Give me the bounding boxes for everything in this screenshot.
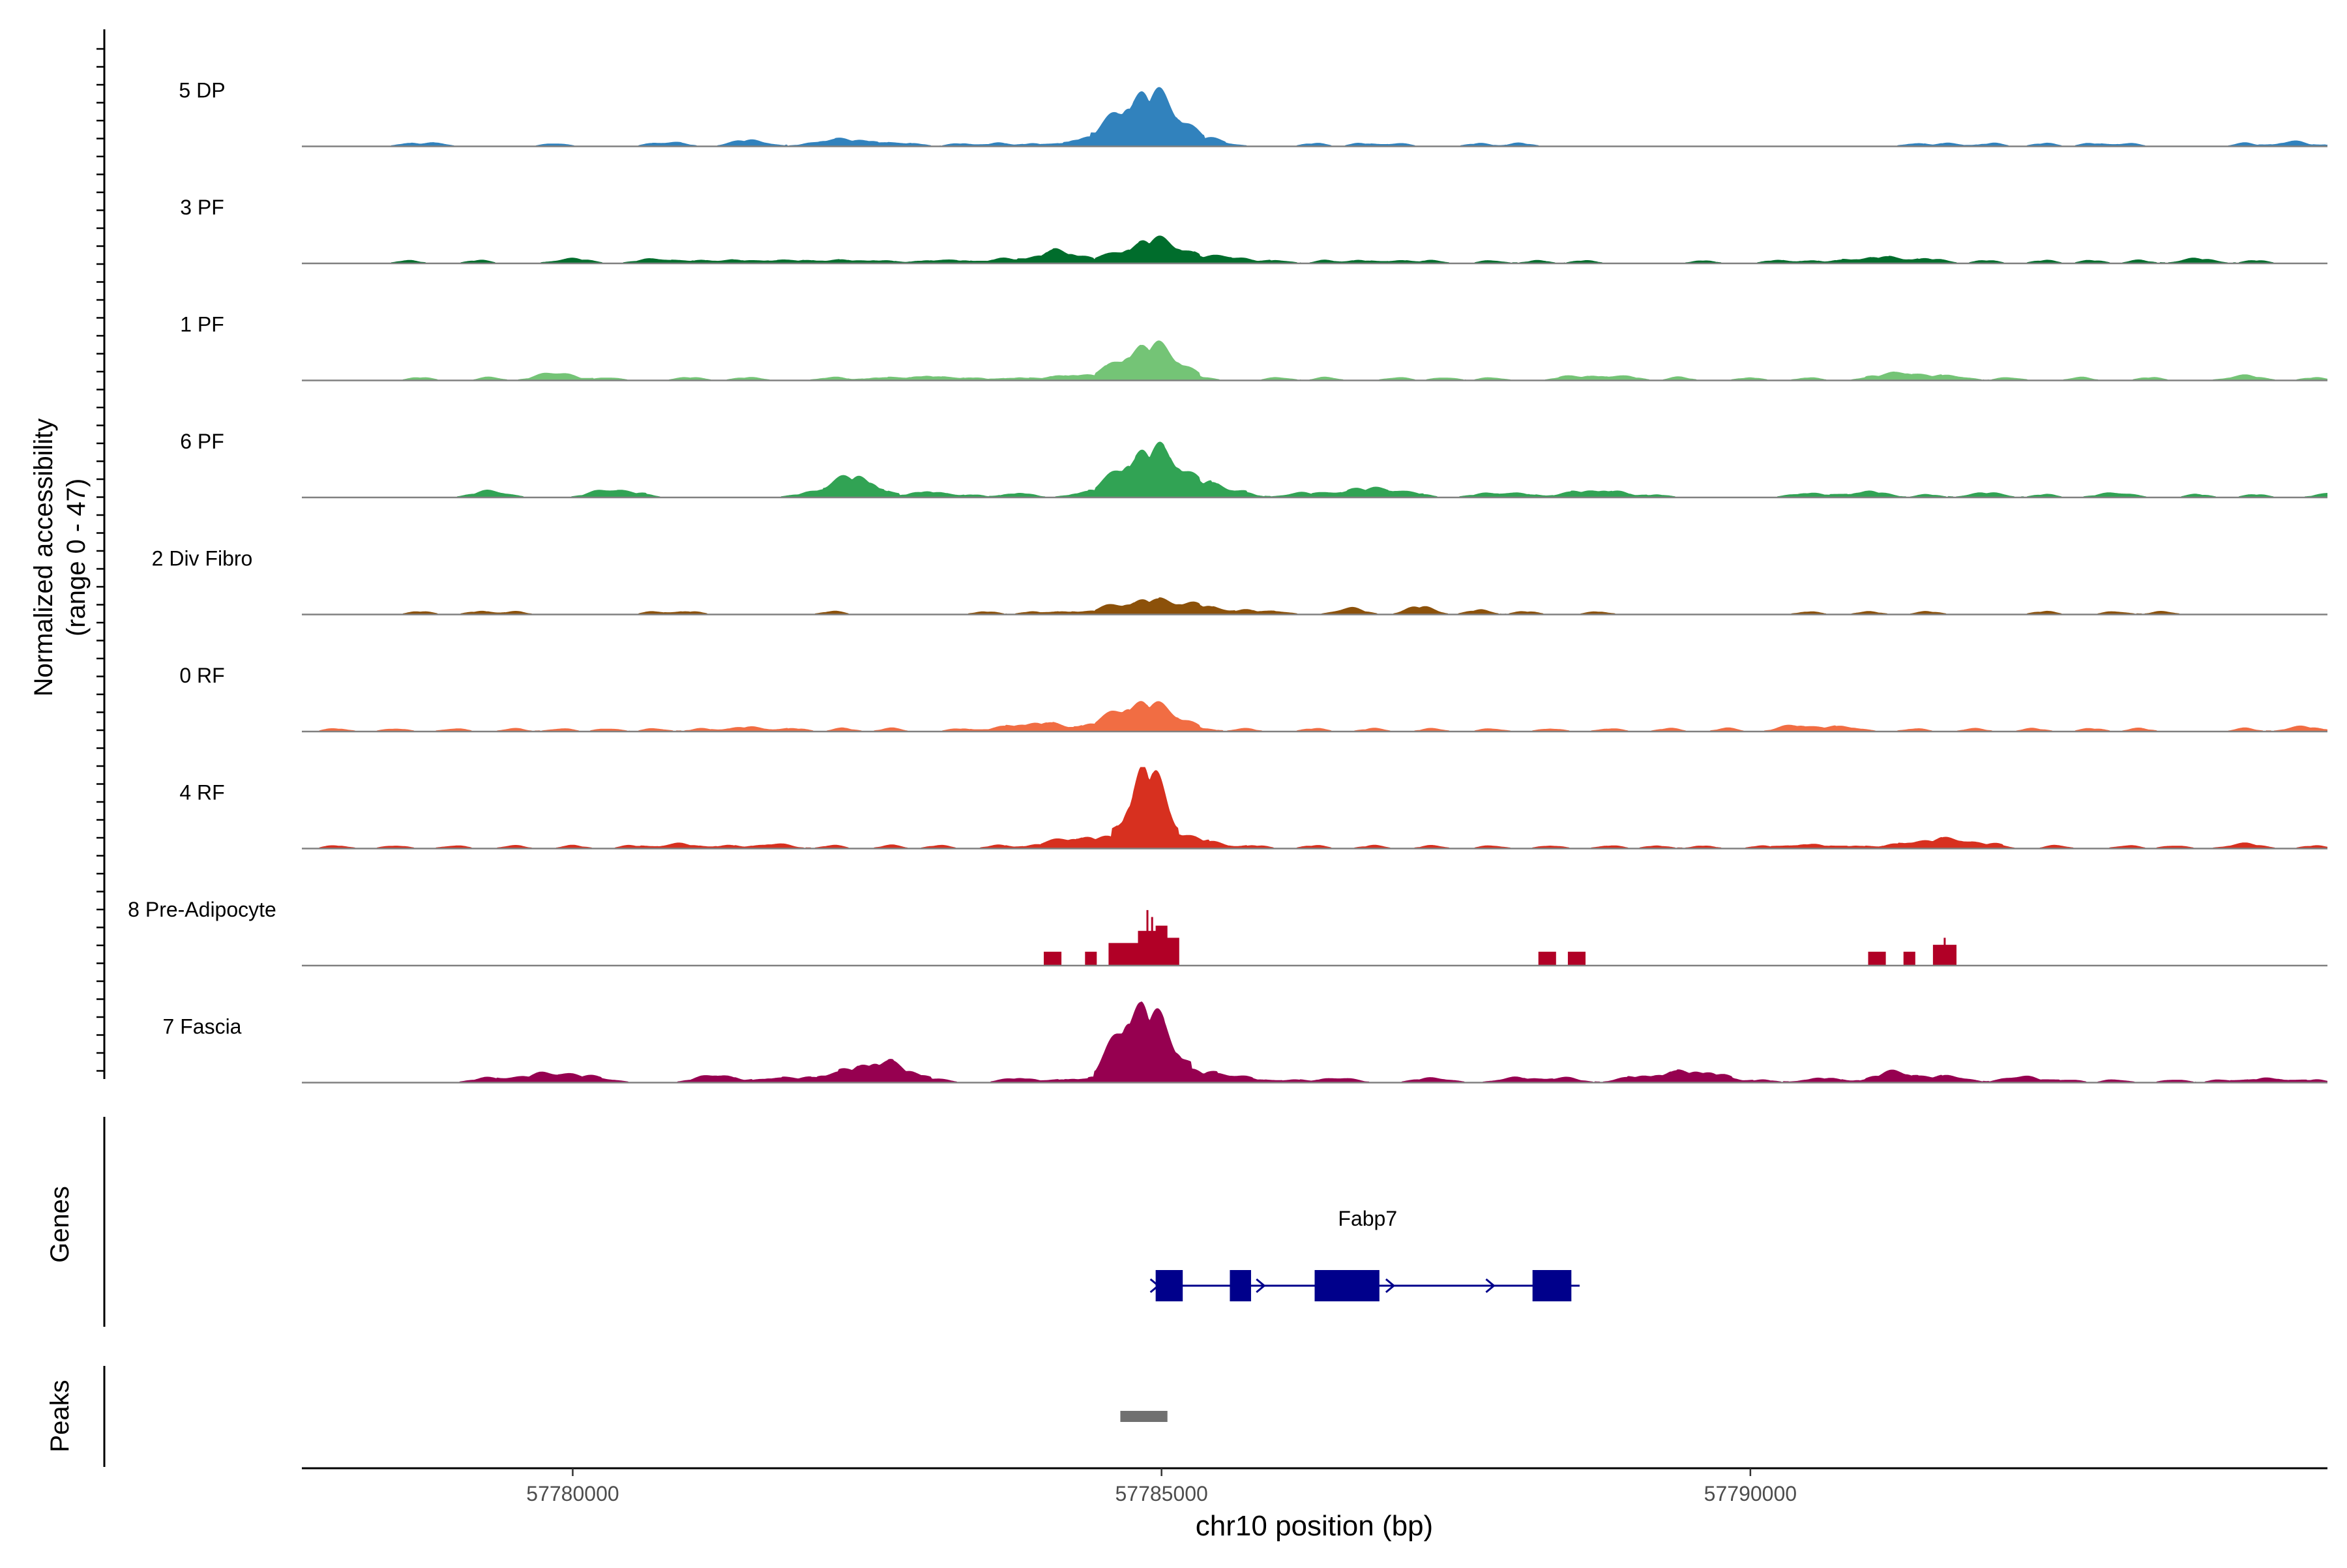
track-label: 7 Fascia bbox=[163, 1015, 242, 1039]
gene-label: Fabp7 bbox=[1338, 1207, 1397, 1230]
peak-regions bbox=[1120, 1411, 1168, 1422]
track-label: 2 Div Fibro bbox=[152, 547, 253, 570]
track-1-pf: 1 PF bbox=[180, 313, 2327, 381]
gene-model-fabp7: Fabp7 bbox=[1149, 1207, 1580, 1301]
track-2-div-fibro: 2 Div Fibro bbox=[152, 547, 2327, 615]
gene-exon bbox=[1314, 1270, 1380, 1301]
peak-region bbox=[1120, 1411, 1168, 1422]
coverage-tracks: 5 DP 3 PF 1 PF 6 PF 2 Div Fibro 0 RF 4 RF 8 Pre… bbox=[128, 79, 2327, 1084]
x-tick-label: 57780000 bbox=[526, 1482, 619, 1505]
track-8-pre-adipocyte: 8 Pre-Adipocyte bbox=[128, 898, 2327, 967]
gene-exon bbox=[1230, 1270, 1251, 1301]
track-3-pf: 3 PF bbox=[180, 196, 2327, 265]
x-axis: 57780000 57785000 57790000 bbox=[526, 1468, 1797, 1505]
y-axis-title-line1: Normalized accessibility bbox=[29, 419, 58, 697]
strand-arrow bbox=[1256, 1278, 1266, 1294]
strand-arrow bbox=[1485, 1278, 1496, 1294]
track-label: 8 Pre-Adipocyte bbox=[128, 898, 276, 921]
gene-exon bbox=[1155, 1270, 1183, 1301]
strand-arrow bbox=[1385, 1278, 1396, 1294]
track-0-rf: 0 RF bbox=[179, 664, 2327, 733]
x-tick-label: 57790000 bbox=[1704, 1482, 1797, 1505]
track-label: 0 RF bbox=[179, 664, 224, 687]
track-label: 3 PF bbox=[180, 196, 224, 219]
x-tick-label: 57785000 bbox=[1115, 1482, 1207, 1505]
coverage-y-ticks bbox=[96, 48, 104, 1072]
peaks-track-label: Peaks bbox=[46, 1380, 74, 1452]
track-label: 6 PF bbox=[180, 430, 224, 453]
coverage-area bbox=[1044, 910, 1956, 966]
track-6-pf: 6 PF bbox=[180, 430, 2327, 499]
track-5-dp: 5 DP bbox=[179, 79, 2327, 147]
track-label: 4 RF bbox=[179, 781, 224, 805]
genes-track-label: Genes bbox=[46, 1186, 74, 1263]
track-7-fascia: 7 Fascia bbox=[163, 1001, 2327, 1084]
gene-exon bbox=[1532, 1270, 1572, 1301]
track-4-rf: 4 RF bbox=[179, 767, 2327, 850]
x-axis-title: chr10 position (bp) bbox=[1196, 1510, 1433, 1542]
y-axis-title-line2: (range 0 - 47) bbox=[62, 479, 91, 636]
track-label: 1 PF bbox=[180, 313, 224, 336]
track-label: 5 DP bbox=[179, 79, 225, 102]
coverage-area bbox=[302, 597, 2327, 615]
